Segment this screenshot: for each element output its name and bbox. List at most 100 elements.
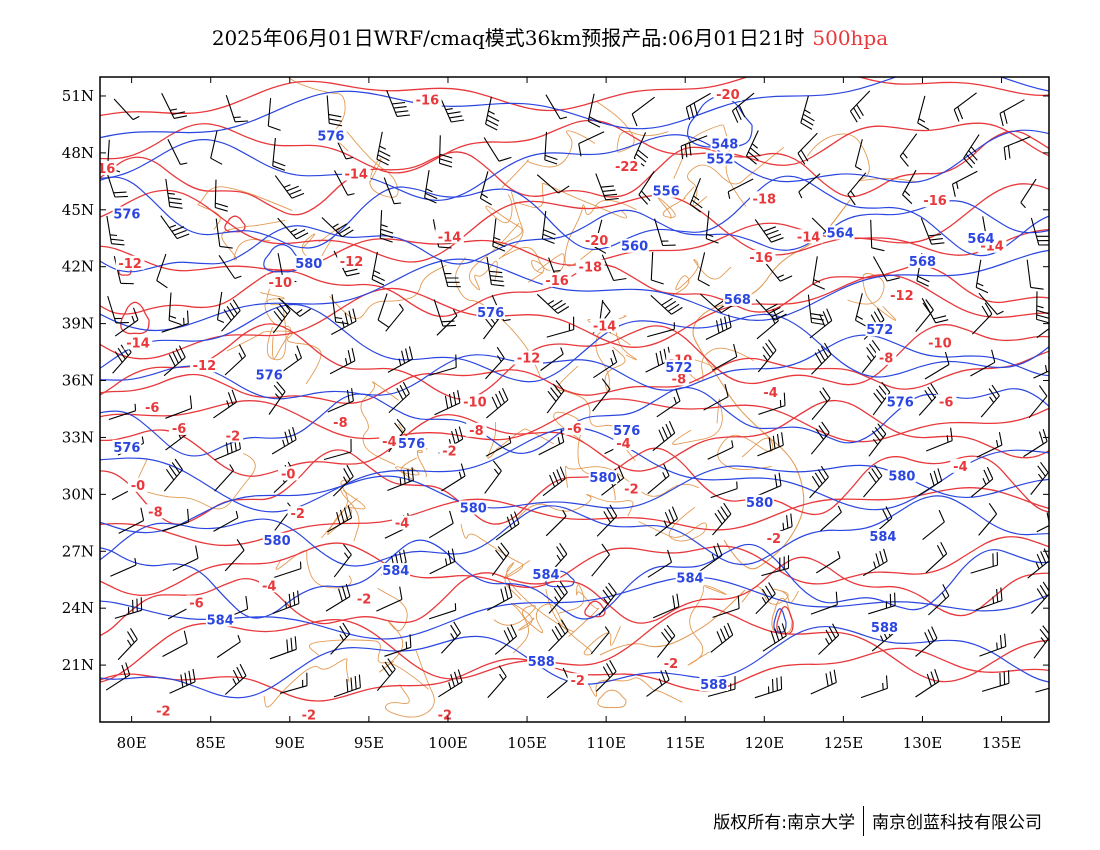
- wind-barb: [902, 169, 917, 205]
- wind-barb: [654, 218, 676, 247]
- wind-barb: [863, 464, 883, 498]
- wind-barb: [441, 463, 466, 492]
- wind-barb: [162, 508, 190, 532]
- temperature-label: -2: [664, 657, 678, 672]
- wind-barb: [495, 511, 520, 541]
- wind-barb: [210, 130, 223, 165]
- wind-barb: [812, 256, 826, 290]
- height-label: 580: [460, 502, 487, 517]
- wind-barb: [861, 339, 881, 373]
- temperature-label-bg: [391, 515, 413, 530]
- wind-barb: [915, 299, 934, 333]
- height-label: 580: [264, 534, 291, 549]
- wind-barb: [271, 426, 297, 455]
- boundary-line: [259, 292, 291, 359]
- temperature-label-bg: [794, 229, 823, 244]
- temperature-label: -22: [615, 160, 639, 175]
- wind-barb: [868, 592, 896, 615]
- wind-barb: [712, 343, 738, 371]
- height-label-bg: [723, 291, 752, 306]
- boundary-line: [558, 584, 599, 638]
- temperature-contour: [100, 605, 1049, 683]
- height-contour: [100, 576, 1049, 640]
- wind-barb: [646, 667, 670, 697]
- wind-barb: [321, 217, 354, 238]
- temperature-contour: [100, 222, 1049, 272]
- temperature-contour: [100, 487, 1049, 547]
- wind-barb: [1028, 385, 1048, 419]
- wind-barb: [920, 217, 945, 245]
- wind-barb: [1036, 328, 1049, 339]
- wind-barb: [754, 676, 783, 699]
- height-label-bg: [710, 136, 740, 151]
- temperature-label: -6: [145, 401, 159, 416]
- wind-barb: [383, 177, 402, 205]
- temperature-label: -20: [716, 88, 740, 103]
- wind-barb: [168, 292, 182, 326]
- wind-barb: [224, 663, 247, 695]
- temperature-label-bg: [123, 335, 153, 350]
- temperature-label: -20: [585, 234, 609, 249]
- boundary-line: [377, 588, 408, 673]
- height-label: 576: [113, 208, 140, 223]
- temperature-label-bg: [168, 420, 190, 435]
- boundary-line: [595, 331, 631, 391]
- lon-tick-label: 115E: [665, 734, 705, 752]
- wind-barb: [161, 93, 188, 119]
- temperature-label-bg: [127, 477, 149, 492]
- boundary-line: [485, 194, 523, 246]
- wind-barb: [712, 502, 732, 536]
- height-label-bg: [870, 620, 899, 634]
- wind-barb: [807, 294, 825, 326]
- wind-barb: [333, 674, 361, 698]
- boundary-line: [687, 147, 785, 207]
- height-contour: [100, 334, 1049, 400]
- boundary-line: [266, 287, 287, 361]
- height-contour: [100, 129, 1049, 201]
- wind-barb: [746, 130, 761, 165]
- temperature-label: -8: [672, 373, 686, 388]
- temperature-contour: [100, 398, 1049, 443]
- height-label: 552: [706, 153, 733, 168]
- wind-barb: [818, 623, 840, 655]
- copyright-footer: 版权所有:南京大学 南京创蓝科技有限公司: [713, 806, 1042, 838]
- wind-barb: [918, 383, 939, 416]
- height-label-bg: [908, 253, 937, 268]
- wind-barb: [215, 218, 233, 249]
- temperature-label-bg: [353, 591, 375, 606]
- footer-divider: [863, 806, 864, 836]
- wind-barb: [214, 464, 234, 492]
- height-label-bg: [620, 238, 649, 253]
- wind-barb: [810, 669, 837, 695]
- wind-barb: [592, 378, 611, 412]
- wind-barb: [160, 215, 190, 240]
- height-label: 588: [528, 655, 555, 670]
- wind-barb: [376, 586, 403, 612]
- wind-barb: [915, 669, 940, 698]
- wind-barb: [809, 465, 829, 499]
- height-contour: [100, 495, 1049, 567]
- wind-barb: [800, 95, 815, 130]
- wind-barb: [650, 251, 664, 285]
- height-label: 576: [113, 441, 140, 456]
- wind-barb: [545, 509, 567, 537]
- height-label-bg: [112, 206, 142, 221]
- temperature-label: -12: [517, 352, 541, 367]
- wind-barb: [376, 131, 391, 166]
- height-label: 576: [398, 437, 425, 452]
- lon-tick-label: 110E: [586, 734, 626, 752]
- temperature-label: -2: [290, 507, 304, 522]
- temperature-label-bg: [613, 436, 634, 450]
- wind-barb: [429, 354, 457, 376]
- temperature-label-bg: [713, 87, 743, 101]
- wind-barb: [1036, 291, 1049, 324]
- temperature-label: -2: [302, 708, 316, 723]
- wind-barb: [655, 506, 679, 537]
- wind-barb: [1030, 581, 1049, 614]
- axis-ticks: 80E 85E 90E 95E 100E 105E 110E 115E 120E 125E 130E…: [62, 77, 1049, 752]
- wind-barb: [491, 542, 510, 576]
- height-label: 584: [869, 530, 896, 545]
- temperature-contour: [100, 536, 1049, 596]
- wind-barb: [118, 507, 145, 534]
- height-label-bg: [527, 654, 556, 669]
